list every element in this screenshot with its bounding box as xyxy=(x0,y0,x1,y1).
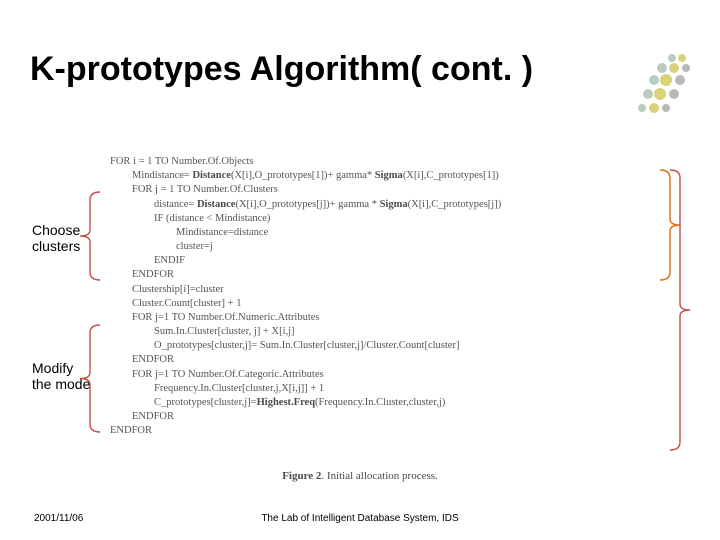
brace-right-outer xyxy=(0,0,720,540)
footer-lab: The Lab of Intelligent Database System, … xyxy=(0,513,720,524)
